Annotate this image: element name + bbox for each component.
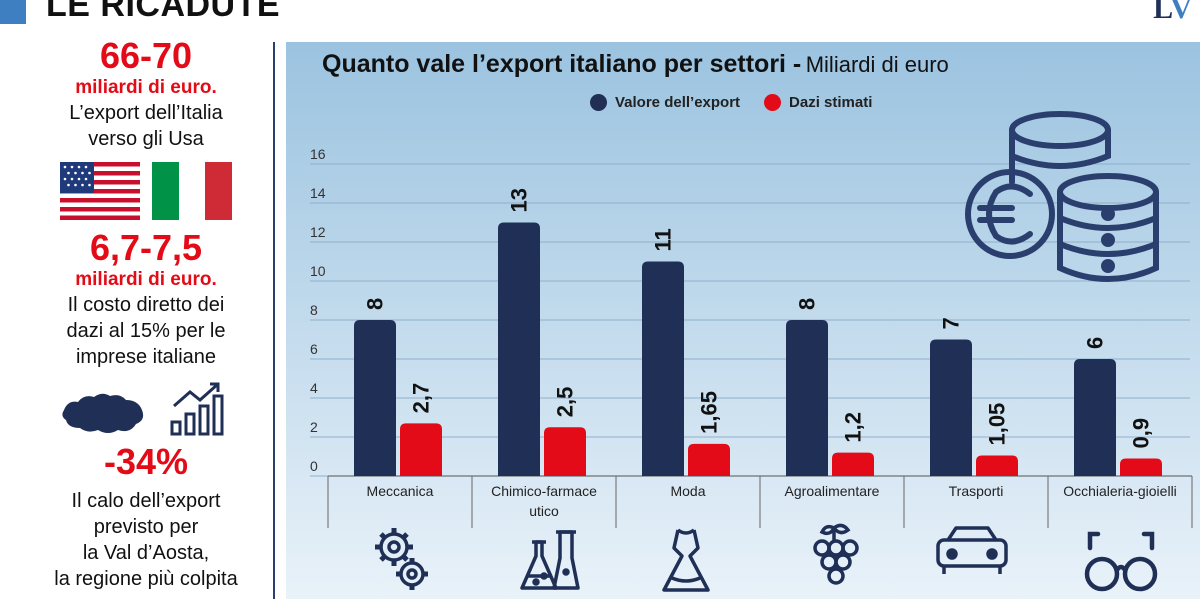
lab-flasks-icon (520, 530, 580, 590)
data-label-export: 6 (1083, 337, 1108, 349)
stat-duties-unit: miliardi di euro. (75, 269, 217, 290)
category-label: Moda (670, 483, 705, 499)
y-tick-label: 6 (310, 341, 318, 357)
bar-duties (1120, 458, 1162, 476)
italy-flag-icon (152, 162, 232, 220)
category-label: Agroalimentare (785, 483, 880, 499)
category-label: Occhialeria-gioielli (1063, 483, 1177, 499)
stat-duties-desc-line: dazi al 15% per le (66, 320, 226, 342)
data-label-export: 8 (363, 298, 388, 310)
y-tick-label: 12 (310, 224, 326, 240)
growth-chart-icon (170, 382, 224, 436)
grapes-icon (813, 523, 859, 585)
bar-duties (544, 427, 586, 476)
legend-swatch-export (590, 94, 607, 111)
stat-decline-desc-line: la Val d’Aosta, (82, 542, 210, 564)
data-label-export: 8 (795, 298, 820, 310)
chart-panel: Quanto vale l’export italiano per settor… (286, 42, 1200, 599)
bar-duties (400, 423, 442, 476)
category-label: Chimico-farmace (491, 483, 597, 499)
sidebar-stats: 66-70 miliardi di euro. L’export dell’It… (0, 36, 292, 592)
data-label-duties: 1,65 (697, 391, 722, 434)
usa-flag-icon (60, 162, 140, 220)
stat-decline-desc-line: previsto per (93, 516, 199, 538)
stat-export-desc-line: verso gli Usa (88, 128, 204, 150)
header-accent-bar (0, 0, 26, 24)
bar-chart: 0 2 4 6 8 10 12 14 16 8 2,7 13 2,5 11 1,65 8 1,2 7 1,05 6 0,… (310, 111, 1193, 592)
gears-icon (375, 528, 428, 590)
stat-decline-desc-line: la regione più colpita (54, 568, 238, 590)
bar-duties (832, 452, 874, 476)
stat-duties-value: 6,7-7,5 (89, 227, 203, 268)
data-label-export: 13 (507, 188, 532, 212)
bar-duties (976, 455, 1018, 476)
data-label-duties: 2,7 (409, 383, 434, 414)
y-tick-label: 14 (310, 185, 326, 201)
legend-item-export: Valore dell’export (590, 94, 740, 111)
region-icons-row (0, 380, 292, 438)
flags-row (0, 162, 292, 220)
y-tick-label: 10 (310, 263, 326, 279)
y-tick-label: 2 (310, 419, 318, 435)
category-label: utico (529, 503, 559, 519)
chart-legend: Valore dell’export Dazi stimati (590, 94, 872, 111)
vertical-divider (273, 42, 275, 599)
stat-export-unit: miliardi di euro. (75, 77, 217, 98)
y-tick-label: 0 (310, 458, 318, 474)
bar-duties (688, 443, 730, 476)
coins-euro-icon (965, 111, 1159, 282)
legend-swatch-duties (764, 94, 782, 111)
chart-title: Quanto vale l’export italiano per settor… (322, 50, 949, 79)
bar-export (354, 320, 396, 476)
page-title: LE RICADUTE (46, 0, 281, 24)
data-label-duties: 2,5 (553, 387, 578, 418)
y-tick-label: 8 (310, 302, 318, 318)
y-tick-label: 4 (310, 380, 318, 396)
aosta-valley-map-icon (62, 393, 144, 433)
bar-export (930, 339, 972, 476)
stat-export-value: 66-70 (99, 35, 193, 76)
bar-export (642, 261, 684, 476)
data-label-export: 11 (651, 228, 676, 251)
data-label-duties: 1,05 (985, 403, 1010, 446)
stat-duties-desc-line: imprese italiane (75, 346, 217, 368)
stat-decline-desc-line: Il calo dell’export (71, 490, 221, 512)
stat-decline-value: -34% (103, 441, 189, 482)
chart-subtitle: Miliardi di euro (805, 52, 949, 77)
brand-logo: LV (1153, 0, 1192, 25)
legend-label-export: Valore dell’export (615, 94, 741, 111)
legend-label-duties: Dazi stimati (789, 94, 873, 111)
bar-export (498, 222, 540, 476)
category-label: Meccanica (367, 483, 434, 499)
bar-export (1074, 359, 1116, 476)
data-label-duties: 1,2 (841, 412, 866, 443)
bar-export (786, 320, 828, 476)
category-label: Trasporti (949, 483, 1004, 499)
data-label-duties: 0,9 (1129, 418, 1154, 449)
car-icon (936, 526, 1008, 574)
dress-icon (662, 528, 710, 592)
stat-duties-desc-line: Il costo diretto dei (67, 294, 225, 316)
stat-export-desc-line: L’export dell’Italia (69, 102, 223, 124)
chart-title-text: Quanto vale l’export italiano per settor… (322, 50, 802, 78)
y-tick-label: 16 (310, 146, 326, 162)
glasses-icon (1084, 531, 1158, 592)
legend-item-duties: Dazi stimati (764, 94, 872, 111)
data-label-export: 7 (939, 317, 964, 329)
